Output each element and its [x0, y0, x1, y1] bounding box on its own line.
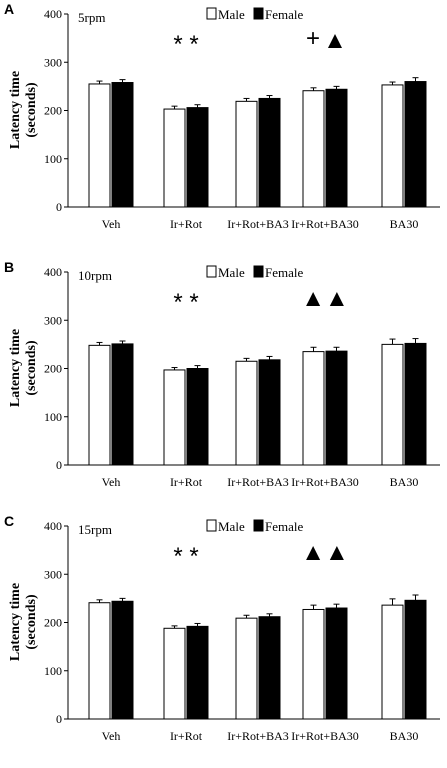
- bar-female: [258, 97, 281, 208]
- bar-male: [163, 108, 186, 208]
- panel-letter: B: [4, 259, 14, 275]
- bar-male: [163, 627, 186, 720]
- bar-female: [186, 625, 209, 720]
- y-tick-label: 0: [56, 712, 62, 726]
- y-tick-label: 300: [44, 313, 62, 327]
- x-tick-label: Veh: [102, 475, 121, 489]
- x-tick-label: Ir+Rot+BA30: [291, 729, 359, 743]
- bar-male: [88, 602, 111, 720]
- bar-female: [111, 600, 134, 720]
- y-axis-label-units: (seconds): [24, 594, 39, 650]
- x-tick-label: Ir+Rot+BA3: [227, 729, 289, 743]
- y-tick-label: 100: [44, 410, 62, 424]
- panel-title: 5rpm: [78, 10, 105, 25]
- y-tick-label: 400: [44, 265, 62, 279]
- x-tick-label: Ir+Rot+BA30: [291, 475, 359, 489]
- significance-asterisks: * *: [173, 289, 198, 316]
- legend-male-label: Male: [218, 265, 245, 280]
- legend-male-swatch: [206, 7, 217, 20]
- legend-male-label: Male: [218, 519, 245, 534]
- bar-male: [163, 369, 186, 466]
- bar-female: [111, 343, 134, 466]
- chart-a: A Latency time (seconds) 0 100 200 300 400 5rpm M…: [4, 1, 440, 231]
- bar-female: [404, 81, 427, 208]
- significance-triangles: ▲▲: [301, 539, 349, 566]
- panel-title: 10rpm: [78, 268, 112, 283]
- y-tick-label: 0: [56, 200, 62, 214]
- legend-female-swatch: [253, 265, 264, 278]
- bar-female: [404, 599, 427, 720]
- x-tick-label: BA30: [390, 729, 419, 743]
- legend-male-swatch: [206, 265, 217, 278]
- legend-female-label: Female: [265, 7, 303, 22]
- x-tick-label: Veh: [102, 729, 121, 743]
- bar-female: [258, 616, 281, 720]
- y-axis-label: Latency time: [8, 583, 23, 661]
- bar-female: [258, 359, 281, 466]
- bar-male: [302, 608, 325, 720]
- bar-female: [325, 607, 348, 720]
- significance-triangles: ▲▲: [301, 285, 349, 312]
- x-tick-label: Ir+Rot: [170, 729, 203, 743]
- bar-male: [381, 84, 404, 208]
- x-tick-label: Ir+Rot: [170, 475, 203, 489]
- significance-triangles: ▲: [323, 27, 347, 54]
- legend-male-swatch: [206, 519, 217, 532]
- x-tick-label: BA30: [390, 475, 419, 489]
- bar-male: [88, 344, 111, 466]
- y-axis-label: Latency time: [8, 329, 23, 407]
- panel-letter: A: [4, 1, 14, 17]
- bar-male: [302, 351, 325, 466]
- significance-asterisks: * *: [173, 543, 198, 570]
- x-tick-label: BA30: [390, 217, 419, 231]
- x-tick-label: Ir+Rot+BA3: [227, 217, 289, 231]
- x-tick-label: Ir+Rot: [170, 217, 203, 231]
- x-tick-label: Ir+Rot+BA30: [291, 217, 359, 231]
- y-tick-label: 0: [56, 458, 62, 472]
- bar-female: [111, 82, 134, 208]
- bar-female: [325, 88, 348, 208]
- bar-female: [186, 368, 209, 466]
- legend-female-swatch: [253, 7, 264, 20]
- y-axis-label-units: (seconds): [24, 82, 39, 138]
- legend-male-label: Male: [218, 7, 245, 22]
- significance-plus: +: [306, 25, 320, 52]
- bar-female: [404, 342, 427, 466]
- y-axis-label: Latency time: [8, 71, 23, 149]
- chart-b: B Latency time (seconds) 0 100 200 300 400 10rpm…: [4, 259, 440, 489]
- panel-title: 15rpm: [78, 522, 112, 537]
- y-tick-label: 200: [44, 362, 62, 376]
- significance-asterisks: * *: [173, 31, 198, 58]
- x-tick-label: Veh: [102, 217, 121, 231]
- legend-female-swatch: [253, 519, 264, 532]
- panel-letter: C: [4, 513, 14, 529]
- chart-panel-a: A Latency time (seconds) 0 100 200 300 400 5rpm M…: [0, 0, 447, 256]
- y-tick-label: 200: [44, 104, 62, 118]
- bar-male: [381, 343, 404, 466]
- bar-male: [235, 360, 258, 466]
- bar-male: [235, 100, 258, 208]
- y-tick-label: 400: [44, 7, 62, 21]
- y-axis-label-units: (seconds): [24, 340, 39, 396]
- y-tick-label: 100: [44, 664, 62, 678]
- bar-male: [381, 604, 404, 720]
- legend-female-label: Female: [265, 519, 303, 534]
- bar-female: [186, 107, 209, 208]
- bar-female: [325, 350, 348, 466]
- y-tick-label: 200: [44, 616, 62, 630]
- y-tick-label: 300: [44, 567, 62, 581]
- bar-male: [88, 83, 111, 208]
- chart-c: C Latency time (seconds) 0 100 200 300 400 15rpm…: [4, 513, 440, 743]
- legend-female-label: Female: [265, 265, 303, 280]
- bar-male: [302, 90, 325, 208]
- x-tick-label: Ir+Rot+BA3: [227, 475, 289, 489]
- chart-panel-c: C Latency time (seconds) 0 100 200 300 400 15rpm…: [0, 512, 447, 768]
- y-tick-label: 400: [44, 519, 62, 533]
- y-tick-label: 300: [44, 55, 62, 69]
- bar-male: [235, 617, 258, 720]
- y-tick-label: 100: [44, 152, 62, 166]
- chart-panel-b: B Latency time (seconds) 0 100 200 300 400 10rpm…: [0, 258, 447, 514]
